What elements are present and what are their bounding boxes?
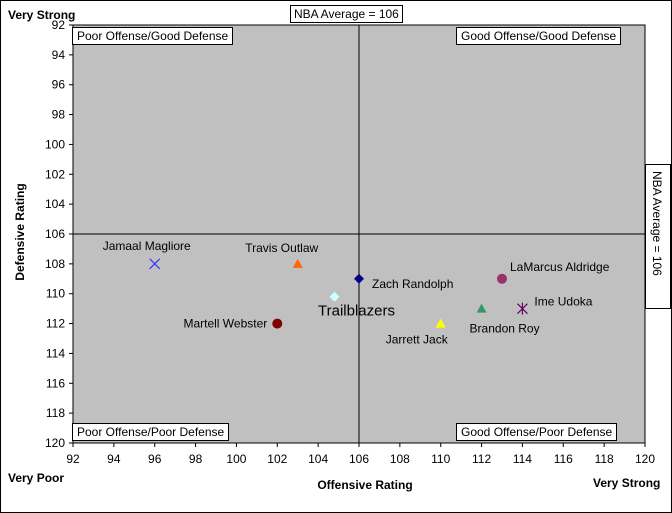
x-axis-right-extreme-label: Very Strong [593, 476, 661, 490]
data-point-label: Zach Randolph [372, 277, 453, 291]
y-axis-ticks: 92 94 96 98 100 102 104 106 108 110 112 114 116 118 12… [45, 18, 73, 450]
data-point-marker [517, 302, 528, 315]
y-tick-label: 94 [52, 48, 66, 62]
y-tick-label: 100 [45, 137, 65, 151]
nba-average-label-top: NBA Average = 106 [290, 5, 403, 23]
x-tick-label: 120 [635, 452, 655, 466]
x-tick-label: 110 [431, 452, 450, 466]
y-tick-label: 112 [46, 317, 65, 331]
y-tick-label: 118 [46, 406, 65, 420]
y-tick-label: 106 [45, 227, 65, 241]
y-tick-label: 108 [45, 257, 65, 271]
x-tick-label: 114 [513, 452, 532, 466]
data-point-marker [497, 273, 507, 284]
x-tick-label: 116 [554, 452, 573, 466]
y-tick-label: 96 [52, 78, 66, 92]
y-axis-top-extreme-label: Very Strong [8, 8, 76, 22]
y-tick-label: 116 [46, 376, 65, 390]
quadrant-label-top-right: Good Offense/Good Defense [456, 27, 622, 45]
x-tick-label: 108 [390, 452, 410, 466]
x-tick-label: 106 [349, 452, 369, 466]
x-axis-ticks: 92 94 96 98 100 102 104 106 108 110 112 114 116 118 12… [66, 443, 655, 466]
x-tick-label: 100 [226, 452, 246, 466]
data-point-marker [292, 258, 303, 268]
data-point-marker [476, 303, 487, 313]
data-point-marker [435, 318, 446, 328]
y-tick-label: 102 [45, 167, 65, 181]
y-tick-label: 110 [46, 287, 65, 301]
data-point-label: Jamaal Magliore [103, 239, 191, 253]
x-tick-label: 94 [107, 452, 121, 466]
x-tick-label: 104 [308, 452, 328, 466]
y-tick-label: 120 [45, 436, 65, 450]
data-point-label: Brandon Roy [470, 322, 540, 336]
data-point-label: Ime Udoka [534, 295, 592, 309]
data-point-label: Jarrett Jack [386, 333, 449, 347]
x-axis-left-extreme-label: Very Poor [8, 471, 65, 485]
data-point-label: Martell Webster [183, 317, 267, 331]
data-points: Jamaal Magliore Travis Outlaw Zach Randolp… [103, 239, 610, 347]
x-tick-label: 112 [472, 452, 491, 466]
quadrant-label-bottom-left: Poor Offense/Poor Defense [72, 423, 230, 441]
y-tick-label: 104 [45, 197, 65, 211]
y-axis-label: Defensive Rating [13, 183, 27, 280]
x-tick-label: 102 [267, 452, 287, 466]
data-point-label: Trailblazers [318, 303, 395, 320]
data-point-marker [272, 318, 283, 329]
data-point-label: LaMarcus Aldridge [510, 260, 610, 274]
data-point-marker [329, 291, 340, 302]
quadrant-label-top-left: Poor Offense/Good Defense [72, 27, 234, 45]
data-point-marker [149, 258, 161, 270]
nba-average-label-right-text: NBA Average = 106 [650, 171, 664, 276]
x-tick-label: 92 [66, 452, 80, 466]
y-tick-label: 114 [46, 346, 65, 360]
data-point-label: Travis Outlaw [245, 241, 318, 255]
x-axis-label: Offensive Rating [317, 478, 412, 492]
x-tick-label: 118 [595, 452, 614, 466]
data-point-marker [354, 273, 364, 284]
y-tick-label: 92 [52, 18, 66, 32]
nba-average-label-right: NBA Average = 106 [645, 164, 671, 309]
x-tick-label: 96 [148, 452, 162, 466]
quadrant-label-bottom-right: Good Offense/Poor Defense [456, 423, 618, 441]
x-tick-label: 98 [189, 452, 203, 466]
y-tick-label: 98 [52, 108, 66, 122]
